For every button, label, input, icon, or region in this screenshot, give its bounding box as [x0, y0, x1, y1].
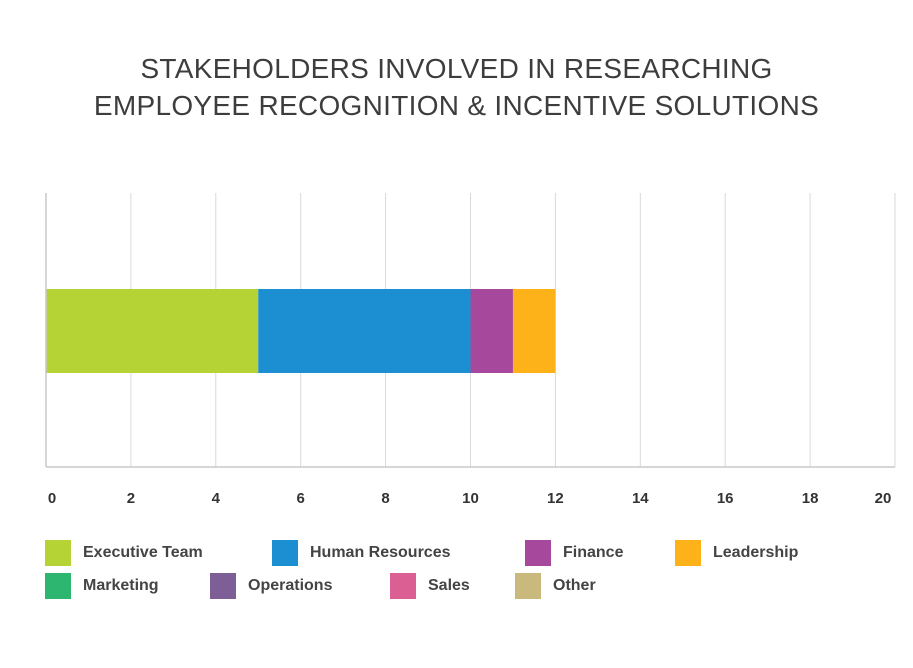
x-tick-label: 18: [802, 490, 819, 507]
legend-label: Sales: [428, 577, 470, 594]
legend-item-executive-team: Executive Team: [45, 540, 203, 566]
chart-title-line-1: STAKEHOLDERS INVOLVED IN RESEARCHING: [140, 53, 773, 84]
legend-label: Human Resources: [310, 544, 451, 561]
legend-item-other: Other: [515, 573, 596, 599]
legend-swatch: [390, 573, 416, 599]
bar-segment-finance: [470, 289, 513, 373]
legend-label: Executive Team: [83, 544, 203, 561]
bar-segments: [46, 289, 556, 373]
legend-label: Leadership: [713, 544, 799, 561]
legend-swatch: [45, 573, 71, 599]
bar-segment-executive-team: [46, 289, 259, 373]
x-tick-label: 14: [632, 490, 649, 507]
x-tick-label: 8: [381, 490, 389, 507]
legend-label: Marketing: [83, 577, 159, 594]
legend-item-sales: Sales: [390, 573, 470, 599]
x-tick-label: 6: [297, 490, 305, 507]
legend-item-finance: Finance: [525, 540, 623, 566]
legend-swatch: [675, 540, 701, 566]
x-tick-label: 12: [547, 490, 564, 507]
legend-swatch: [525, 540, 551, 566]
x-tick-label: 16: [717, 490, 734, 507]
chart-title: STAKEHOLDERS INVOLVED IN RESEARCHING EMP…: [0, 50, 913, 124]
legend-item-human-resources: Human Resources: [272, 540, 451, 566]
axes: [45, 193, 895, 468]
x-tick-label: 10: [462, 490, 479, 507]
legend-swatch: [515, 573, 541, 599]
x-tick-label: 4: [212, 490, 221, 507]
bar-segment-human-resources: [258, 289, 471, 373]
legend-item-leadership: Leadership: [675, 540, 798, 566]
legend-label: Finance: [563, 544, 624, 561]
legend-item-marketing: Marketing: [45, 573, 159, 599]
legend-label: Operations: [248, 577, 333, 594]
legend-swatch: [272, 540, 298, 566]
legend-label: Other: [553, 577, 596, 594]
bar-segment-leadership: [512, 289, 556, 373]
x-tick-label: 20: [875, 490, 892, 507]
legend-swatch: [210, 573, 236, 599]
x-tick-label: 2: [127, 490, 135, 507]
x-tick-labels: 0 2 4 6 8 10 12 14 16 18 20: [48, 490, 892, 507]
chart-title-line-2: EMPLOYEE RECOGNITION & INCENTIVE SOLUTIO…: [93, 90, 820, 121]
legend-swatch: [45, 540, 71, 566]
legend-item-operations: Operations: [210, 573, 332, 599]
x-tick-label: 0: [48, 490, 56, 507]
